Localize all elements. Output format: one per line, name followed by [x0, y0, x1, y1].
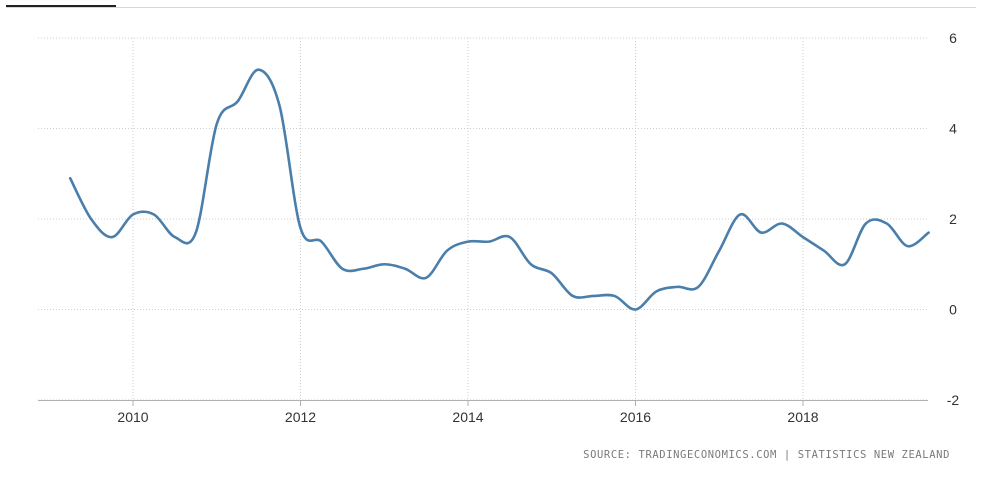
y-tick-label: 2 — [949, 211, 957, 227]
y-tick-label: -2 — [947, 392, 960, 408]
y-tick-label: 0 — [949, 302, 957, 318]
top-divider — [6, 7, 976, 8]
y-tick-label: 4 — [949, 121, 957, 137]
y-tick-label: 6 — [949, 30, 957, 46]
series-line[interactable] — [68, 68, 930, 311]
tick-labels: 6 4 2 0 -2 2010 2012 2014 2016 2018 — [117, 30, 959, 425]
x-tick-label: 2018 — [787, 409, 818, 425]
x-tick-label: 2010 — [117, 409, 148, 425]
axes — [38, 400, 928, 406]
x-tick-label: 2014 — [452, 409, 483, 425]
active-tab-indicator[interactable] — [6, 5, 116, 8]
series-layer — [68, 68, 930, 311]
grid-lines — [38, 37, 928, 401]
x-tick-label: 2016 — [620, 409, 651, 425]
source-attribution: SOURCE: TRADINGECONOMICS.COM | STATISTIC… — [583, 449, 950, 461]
x-tick-label: 2012 — [285, 409, 316, 425]
